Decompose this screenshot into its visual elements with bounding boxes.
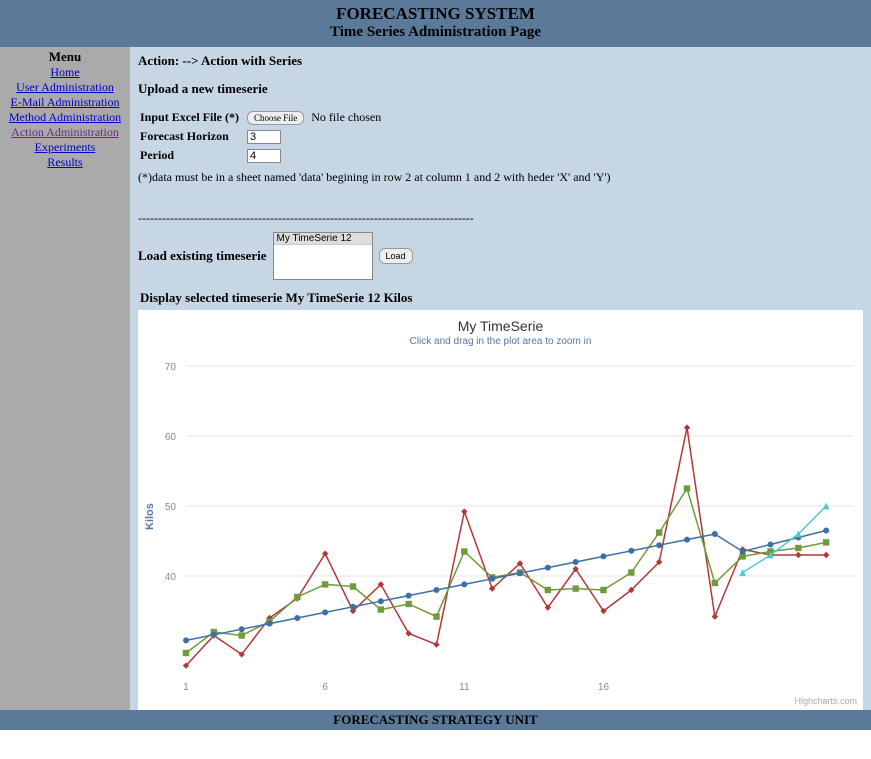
header-title: FORECASTING SYSTEM	[0, 4, 871, 24]
chart-credits: Highcharts.com	[794, 696, 857, 706]
sidebar-item-0[interactable]: Home	[0, 65, 130, 80]
svg-text:16: 16	[598, 682, 610, 693]
period-input[interactable]	[247, 149, 281, 163]
period-label: Period	[140, 147, 245, 164]
chart-svg: 40506070161116	[138, 310, 863, 710]
main-layout: Menu HomeUser Administration E-Mail Admi…	[0, 47, 871, 710]
svg-text:6: 6	[322, 682, 328, 693]
file-status: No file chosen	[311, 110, 381, 124]
action-line: Action: --> Action with Series	[138, 53, 863, 69]
timeserie-listbox[interactable]: My TimeSerie 12	[273, 232, 373, 280]
chart-subtitle: Click and drag in the plot area to zoom …	[138, 336, 863, 347]
main-panel: Action: --> Action with Series Upload a …	[130, 47, 871, 710]
sidebar-item-5[interactable]: Experiments	[0, 140, 130, 155]
page-header: FORECASTING SYSTEM Time Series Administr…	[0, 0, 871, 47]
choose-file-button[interactable]: Choose File	[247, 111, 304, 125]
svg-text:1: 1	[183, 682, 189, 693]
horizon-input[interactable]	[247, 130, 281, 144]
chart-container[interactable]: My TimeSerie Click and drag in the plot …	[138, 310, 863, 710]
upload-form: Input Excel File (*) Choose File No file…	[138, 107, 389, 166]
svg-text:40: 40	[165, 572, 177, 583]
svg-text:70: 70	[165, 362, 177, 373]
menu-title: Menu	[0, 49, 130, 65]
header-subtitle: Time Series Administration Page	[0, 24, 871, 41]
horizon-label: Forecast Horizon	[140, 128, 245, 145]
sidebar-item-4[interactable]: Action Administration	[0, 125, 130, 140]
svg-text:60: 60	[165, 432, 177, 443]
upload-title: Upload a new timeserie	[138, 81, 863, 97]
separator-dashes: ----------------------------------------…	[138, 211, 863, 226]
svg-text:11: 11	[459, 682, 470, 693]
display-line: Display selected timeserie My TimeSerie …	[140, 290, 863, 306]
svg-text:50: 50	[165, 502, 177, 513]
page-footer: FORECASTING STRATEGY UNIT	[0, 710, 871, 730]
menu-items: HomeUser Administration E-Mail Administr…	[0, 65, 130, 170]
chart-ylabel: Kilos	[144, 503, 156, 530]
sidebar-item-1[interactable]: User Administration	[0, 80, 130, 95]
load-button[interactable]: Load	[379, 248, 413, 264]
upload-note: (*)data must be in a sheet named 'data' …	[138, 170, 863, 185]
load-row: Load existing timeserie My TimeSerie 12 …	[138, 232, 863, 280]
sidebar: Menu HomeUser Administration E-Mail Admi…	[0, 47, 130, 710]
chart-title: My TimeSerie	[138, 318, 863, 334]
sidebar-item-2[interactable]: E-Mail Administration	[0, 95, 130, 110]
load-label: Load existing timeserie	[138, 248, 267, 264]
sidebar-item-3[interactable]: Method Administration	[0, 110, 130, 125]
input-file-label: Input Excel File (*)	[140, 109, 245, 126]
sidebar-item-6[interactable]: Results	[0, 155, 130, 170]
list-item[interactable]: My TimeSerie 12	[274, 233, 372, 245]
